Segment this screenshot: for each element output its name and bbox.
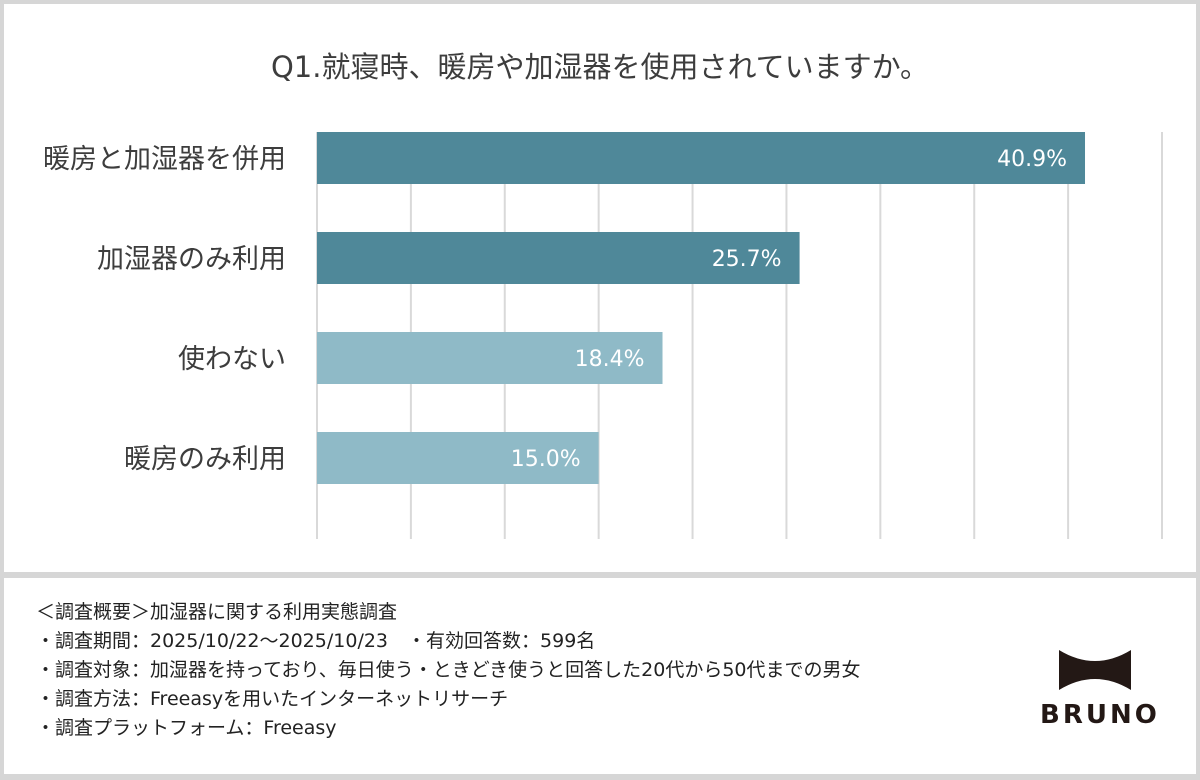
category-label: 暖房のみ利用 (124, 444, 286, 475)
category-label: 暖房と加湿器を併用 (43, 144, 286, 175)
chart-title: Q1.就寝時、暖房や加湿器を使用されていますか。 (270, 50, 930, 84)
bruno-logo-text: BRUNO (1040, 700, 1160, 730)
survey-note-line: ・調査方法：Freeasyを用いたインターネットリサーチ (36, 688, 509, 710)
bar (317, 232, 800, 284)
category-label: 加湿器のみ利用 (97, 244, 286, 275)
data-label: 25.7% (712, 247, 782, 272)
category-label: 使わない (178, 344, 286, 375)
bar (317, 332, 663, 384)
survey-note-line: ・調査プラットフォーム：Freeasy (36, 717, 337, 739)
survey-note-line: ・調査期間：2025/10/22～2025/10/23 ・有効回答数：599名 (36, 630, 596, 652)
bar (317, 432, 599, 484)
data-label: 18.4% (575, 347, 645, 372)
bruno-logo-mark-icon (1059, 650, 1131, 690)
data-label: 40.9% (997, 147, 1067, 172)
survey-notes: ＜調査概要＞加湿器に関する利用実態調査 ・調査期間：2025/10/22～202… (36, 598, 861, 743)
survey-footer: ＜調査概要＞加湿器に関する利用実態調査 ・調査期間：2025/10/22～202… (4, 578, 1196, 774)
chart-panel: Q1.就寝時、暖房や加湿器を使用されていますか。 40.9% 暖房と加湿器を併用 2… (4, 4, 1196, 572)
bar (317, 132, 1086, 184)
survey-note-line: ・調査対象：加湿器を持っており、毎日使う・ときどき使うと回答した20代から50代… (36, 659, 861, 681)
bruno-logo: BRUNO (1040, 650, 1160, 730)
data-label: 15.0% (511, 447, 581, 472)
survey-note-line: ＜調査概要＞加湿器に関する利用実態調査 (36, 601, 398, 623)
bar-chart: 40.9% 暖房と加湿器を併用 25.7% 加湿器のみ利用 18.4% 使わない 15.0%… (43, 132, 1163, 539)
